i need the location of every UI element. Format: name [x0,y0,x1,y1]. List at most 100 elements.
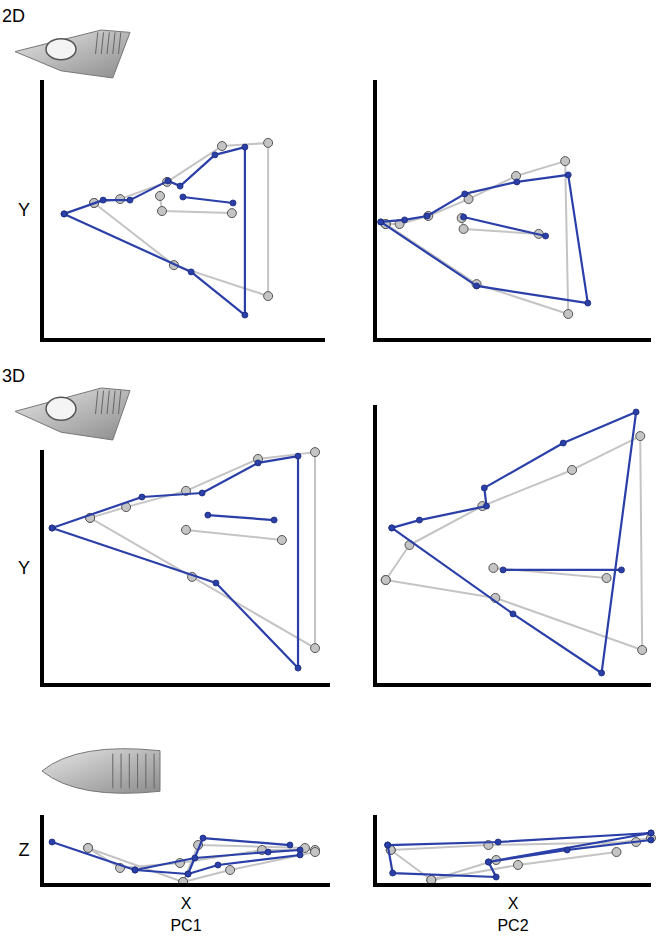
landmark [230,200,236,206]
landmark [648,830,654,836]
axis-title: Y [18,200,30,220]
wireframe [388,833,651,877]
landmark [560,440,566,446]
landmark [568,465,577,474]
landmark [271,517,277,523]
landmark [500,567,506,573]
column-label: PC1 [170,917,201,934]
landmark [543,233,549,239]
landmark [481,485,487,491]
landmark [127,197,133,203]
landmark [311,848,320,857]
landmark [385,842,391,848]
specimen-image [15,30,130,78]
landmark [157,207,166,216]
y-axis [40,80,44,342]
landmark [205,512,211,518]
landmark [188,269,194,275]
landmark [390,870,396,876]
landmark [416,517,422,523]
specimen-image [15,388,130,440]
landmark [200,835,206,841]
landmark [378,219,384,225]
x-axis [373,338,651,342]
landmark [457,214,466,223]
panel-title: 3D [2,366,25,386]
landmark [585,300,591,306]
landmark [185,871,191,877]
landmark [461,214,467,220]
landmark [185,871,191,877]
landmark [49,525,55,531]
panel-title: 2D [2,6,25,26]
wireframe [90,452,315,648]
landmark [49,839,55,845]
landmark [638,646,647,655]
column-label: PC2 [497,917,528,934]
landmark [495,839,501,845]
landmark [378,219,384,225]
landmark [100,197,106,203]
y-axis [373,405,377,687]
landmark [49,525,55,531]
landmark [389,525,395,531]
axis-title: X [508,895,519,912]
landmark [648,830,654,836]
landmark [474,283,480,289]
plot-area [381,409,646,676]
landmark [217,142,226,151]
landmark [602,574,611,583]
landmark [402,217,408,223]
landmark [311,448,320,457]
y-axis [40,450,44,687]
x-axis [373,683,651,687]
landmark [199,490,205,496]
wireframe [52,456,298,668]
landmark [156,191,165,200]
figure: 2D Y 3D Y Z X PC1 X PC2 [0,0,659,938]
y-axis [373,815,377,887]
landmark [182,525,191,534]
landmark [485,859,491,865]
landmark [510,611,516,617]
axis-title: Y [18,558,30,578]
plot-area [61,138,273,318]
landmark [514,179,520,185]
landmark [295,453,301,459]
landmark [561,157,570,166]
landmark [132,867,138,873]
landmark [297,852,303,858]
wireframe [386,161,568,314]
landmark [381,576,390,585]
landmark [612,848,621,857]
landmark [61,211,67,217]
landmark [513,860,522,869]
landmark [84,843,93,852]
y-axis [40,815,44,887]
axis-title: X [181,895,192,912]
landmark [139,494,145,500]
plot-area [49,835,319,886]
landmark [215,862,221,868]
landmark [242,312,248,318]
landmark [177,183,183,189]
wireframe [392,412,636,673]
axis-title: Z [19,840,30,860]
landmark [255,460,261,466]
landmark [180,194,186,200]
landmark [565,172,571,178]
landmark [265,849,271,855]
landmark [462,191,468,197]
landmark [636,432,645,441]
landmark [618,567,624,573]
landmark [633,409,639,415]
landmark [424,213,430,219]
specimen-image [42,749,160,794]
landmark [385,842,391,848]
landmark [381,576,390,585]
landmark [226,866,235,875]
landmark [485,859,491,865]
landmark [264,138,273,147]
landmark [132,867,138,873]
landmark [84,843,93,852]
